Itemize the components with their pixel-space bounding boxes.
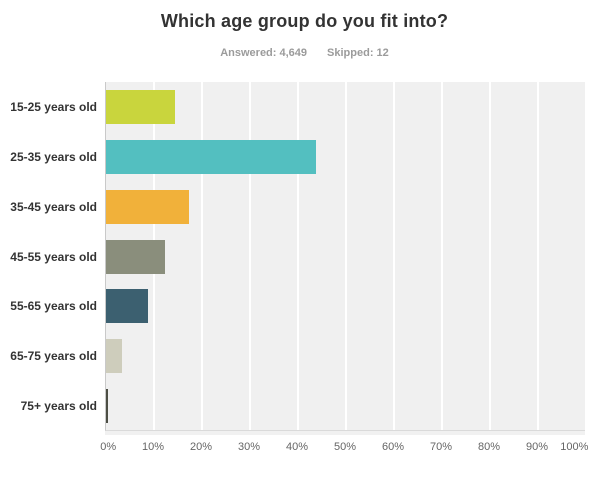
- category-label-45-55-years-old: 45-55 years old: [10, 249, 97, 264]
- x-tick-label-70pct: 70%: [429, 441, 453, 453]
- x-tick-label-0pct: 0%: [100, 441, 117, 453]
- gridline-20%: [201, 82, 203, 430]
- category-label-65-75-years-old: 65-75 years old: [10, 349, 97, 364]
- bar-45-55-years-old: [106, 239, 165, 274]
- gridline-70%: [441, 82, 443, 430]
- skipped-count: Skipped: 12: [327, 47, 389, 59]
- chart-title: Which age group do you fit into?: [160, 11, 449, 31]
- x-tick-label-80pct: 80%: [477, 441, 501, 453]
- gridline-30%: [249, 82, 251, 430]
- gridline-80%: [489, 82, 491, 430]
- plot-area: [105, 82, 585, 431]
- category-label-15-25-years-old: 15-25 years old: [10, 99, 97, 114]
- x-tick-label-100pct: 100%: [560, 441, 589, 453]
- gridline-40%: [297, 82, 299, 430]
- gridline-50%: [345, 82, 347, 430]
- x-tick-label-50pct: 50%: [333, 441, 357, 453]
- category-label-75+-years-old: 75+ years old: [20, 399, 97, 414]
- answered-count: Answered: 4,649: [220, 47, 308, 59]
- chart-subtitle: Answered: 4,649 Skipped: 12: [0, 47, 609, 59]
- bar-75+-years-old: [106, 389, 109, 424]
- gridline-90%: [537, 82, 539, 430]
- bar-65-75-years-old: [106, 339, 122, 374]
- x-tick-label-10pct: 10%: [141, 441, 165, 453]
- bar-25-35-years-old: [106, 139, 317, 174]
- gridline-60%: [393, 82, 395, 430]
- x-tick-label-60pct: 60%: [381, 441, 405, 453]
- x-tick-label-90pct: 90%: [525, 441, 549, 453]
- x-tick-label-20pct: 20%: [189, 441, 213, 453]
- category-label-25-35-years-old: 25-35 years old: [10, 149, 97, 164]
- category-label-55-65-years-old: 55-65 years old: [10, 299, 97, 314]
- x-tick-label-40pct: 40%: [285, 441, 309, 453]
- bar-35-45-years-old: [106, 189, 190, 224]
- x-tick-label-30pct: 30%: [237, 441, 261, 453]
- bar-15-25-years-old: [106, 89, 176, 124]
- category-label-35-45-years-old: 35-45 years old: [10, 199, 97, 214]
- bar-55-65-years-old: [106, 289, 149, 324]
